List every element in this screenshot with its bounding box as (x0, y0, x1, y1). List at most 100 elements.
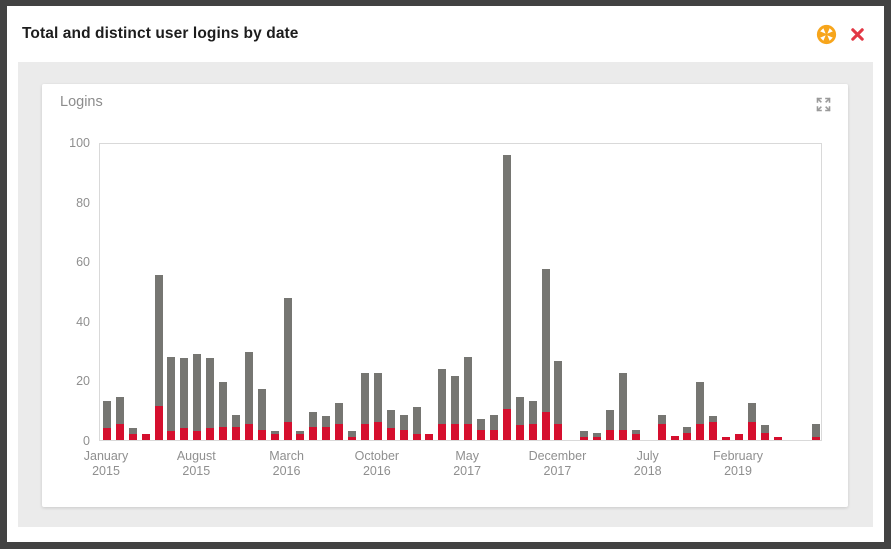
bar-total-segment (709, 416, 718, 423)
bar-distinct-segment (464, 423, 473, 440)
bar-total-segment (657, 414, 666, 424)
plot-area (99, 143, 822, 441)
bar-distinct-segment (747, 422, 756, 440)
bar-group (696, 381, 705, 440)
bar-distinct-segment (773, 437, 782, 440)
y-axis: 0 20 40 60 80 100 (42, 84, 90, 448)
bar-distinct-segment (128, 434, 137, 440)
y-tick-label: 0 (83, 434, 90, 448)
bar-total-segment (760, 425, 769, 433)
bar-group (373, 372, 382, 440)
bar-distinct-segment (554, 423, 563, 440)
bar-distinct-segment (244, 423, 253, 440)
bar-total-segment (360, 372, 369, 424)
bar-distinct-segment (735, 434, 743, 440)
bar-group (167, 356, 176, 440)
bar-total-segment (489, 414, 498, 430)
dialog-header-actions (815, 23, 868, 45)
bar-group (464, 356, 473, 440)
bar-distinct-segment (451, 423, 460, 440)
bar-total-segment (180, 358, 189, 429)
bar-total-segment (696, 381, 705, 424)
bar-total-segment (283, 298, 292, 423)
y-tick-label: 60 (76, 255, 90, 270)
bar-group (128, 428, 137, 440)
x-tick-label: August 2015 (176, 449, 216, 478)
dialog-header: Total and distinct user logins by date (7, 6, 884, 62)
bar-distinct-segment (412, 434, 421, 440)
bar-total-segment (103, 401, 111, 429)
bar-group (515, 396, 524, 440)
expand-icon (815, 96, 832, 113)
bar-group (554, 361, 563, 440)
bar-total-segment (554, 361, 563, 424)
bar-group (593, 432, 602, 440)
bar-distinct-segment (425, 434, 434, 440)
bar-total-segment (270, 431, 279, 435)
bar-group (154, 274, 163, 440)
bar-group (335, 402, 344, 440)
bar-distinct-segment (180, 428, 189, 440)
x-tick-label: March 2016 (269, 449, 304, 478)
bar-distinct-segment (812, 437, 821, 440)
bar-distinct-segment (399, 429, 408, 440)
bar-distinct-segment (103, 428, 111, 440)
expand-button[interactable] (812, 93, 834, 115)
bar-total-segment (812, 423, 821, 438)
bar-distinct-segment (696, 423, 705, 440)
bar-group (231, 414, 240, 440)
bar-group (735, 434, 743, 440)
compress-arrows-icon (816, 24, 837, 45)
bar-total-segment (206, 358, 215, 429)
bar-distinct-segment (167, 431, 176, 440)
bar-group (760, 425, 769, 440)
bar-group (451, 375, 460, 440)
bar-distinct-segment (219, 426, 228, 440)
bar-distinct-segment (335, 423, 344, 440)
y-tick-label: 20 (76, 374, 90, 389)
bar-distinct-segment (593, 437, 602, 440)
bar-total-segment (335, 402, 344, 424)
bar-group (412, 407, 421, 440)
bar-distinct-segment (283, 422, 292, 440)
bar-total-segment (541, 268, 550, 412)
bar-total-segment (631, 429, 640, 435)
bar-distinct-segment (154, 405, 163, 440)
bar-distinct-segment (618, 429, 627, 440)
bar-group (618, 372, 627, 440)
bar-total-segment (515, 396, 524, 426)
bar-distinct-segment (528, 423, 537, 440)
bar-total-segment (309, 411, 318, 427)
bar-group (219, 381, 228, 440)
bar-group (296, 431, 305, 440)
x-tick-label: January 2015 (83, 449, 129, 478)
bar-total-segment (502, 155, 511, 409)
bar-group (683, 426, 692, 440)
bar-total-segment (322, 416, 331, 427)
bar-distinct-segment (141, 434, 150, 440)
bar-group (386, 410, 395, 440)
bar-distinct-segment (670, 435, 679, 440)
bar-total-segment (593, 432, 602, 438)
y-tick-label: 80 (76, 195, 90, 210)
bar-group (141, 434, 150, 440)
bar-distinct-segment (322, 426, 331, 440)
bar-distinct-segment (115, 423, 124, 440)
bar-distinct-segment (502, 408, 511, 440)
bar-distinct-segment (657, 423, 666, 440)
compress-arrows-button[interactable] (815, 23, 837, 45)
close-button[interactable] (846, 23, 868, 45)
bar-group (580, 431, 589, 440)
bar-total-segment (348, 431, 357, 438)
bar-total-segment (296, 431, 305, 435)
bar-group (193, 353, 202, 440)
bar-group (244, 352, 253, 440)
bar-distinct-segment (206, 428, 215, 440)
bar-total-segment (438, 368, 447, 424)
bar-distinct-segment (580, 437, 589, 440)
dialog-title: Total and distinct user logins by date (22, 25, 299, 42)
bar-distinct-segment (683, 432, 692, 440)
bar-distinct-segment (360, 423, 369, 440)
bar-group (773, 437, 782, 440)
bar-distinct-segment (606, 429, 615, 440)
